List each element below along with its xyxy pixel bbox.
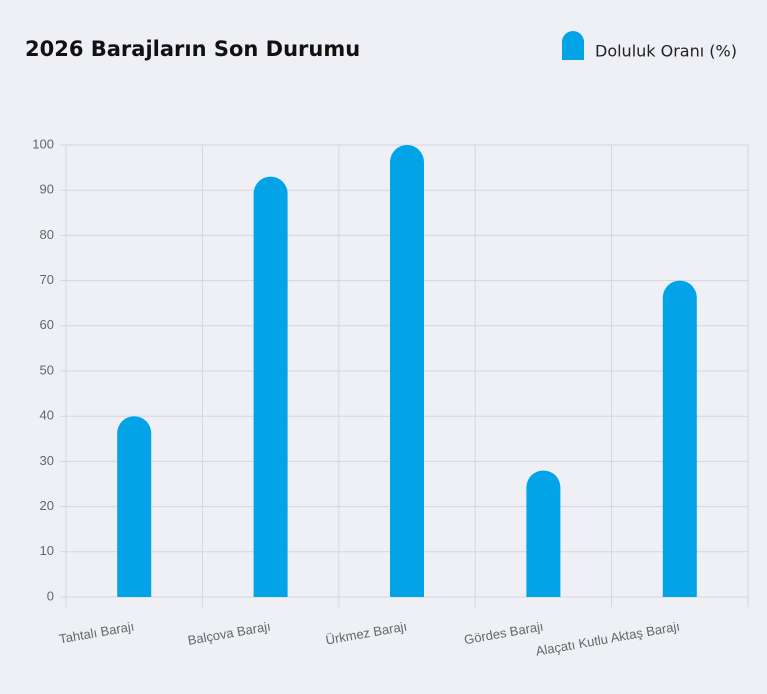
y-tick-label: 60 <box>40 317 54 332</box>
y-tick-label: 50 <box>40 362 54 377</box>
y-tick-label: 10 <box>40 543 54 558</box>
x-tick-label: Gördes Barajı <box>463 619 545 648</box>
legend-swatch <box>562 31 584 60</box>
y-tick-label: 90 <box>40 182 54 197</box>
y-tick-label: 20 <box>40 498 54 513</box>
y-tick-label: 0 <box>47 588 54 603</box>
x-tick-label: Tahtalı Barajı <box>58 619 135 647</box>
y-tick-label: 80 <box>40 227 54 242</box>
legend-label: Doluluk Oranı (%) <box>595 42 737 61</box>
bar <box>253 176 288 597</box>
y-tick-label: 70 <box>40 272 54 287</box>
y-tick-label: 40 <box>40 408 54 423</box>
bar <box>117 416 152 597</box>
x-tick-label: Ürkmez Barajı <box>324 619 408 648</box>
x-tick-label: Alaçatı Kutlu Aktaş Barajı <box>535 619 681 659</box>
y-tick-label: 30 <box>40 453 54 468</box>
bar <box>390 145 424 597</box>
bar <box>662 280 697 597</box>
y-tick-label: 100 <box>32 136 54 151</box>
x-tick-label: Balçova Barajı <box>187 619 272 648</box>
bar <box>526 470 561 597</box>
chart-title: 2026 Barajların Son Durumu <box>25 37 360 61</box>
